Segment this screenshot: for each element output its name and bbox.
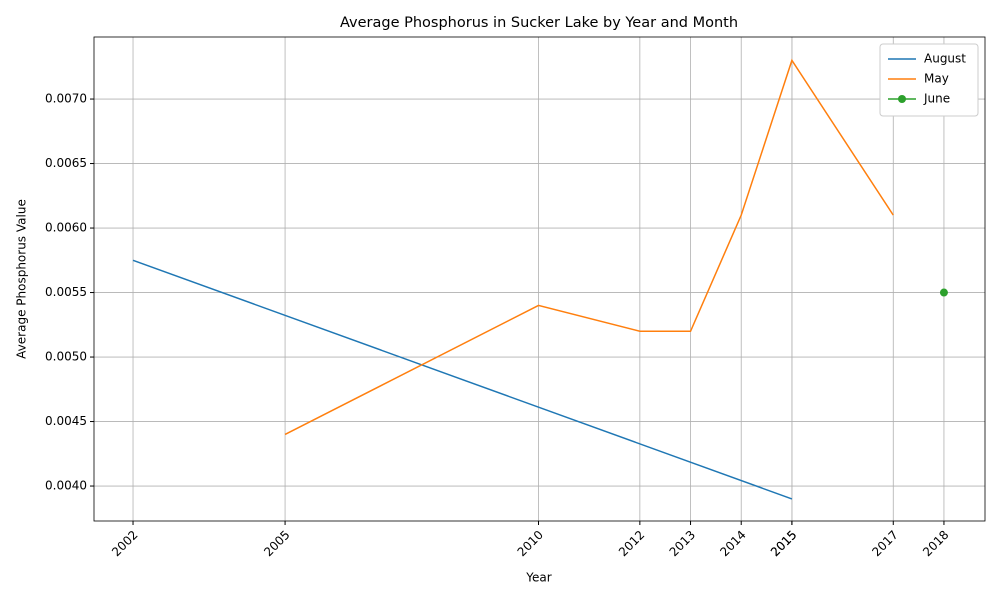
line: [132, 259, 793, 500]
legend-label: June: [923, 92, 950, 106]
y-tick-label: 0.0055: [45, 285, 87, 299]
x-axis-label: Year: [525, 571, 551, 585]
y-tick-label: 0.0060: [45, 221, 87, 235]
legend-marker: [898, 95, 906, 103]
y-tick-label: 0.0040: [45, 479, 87, 493]
y-tick-label: 0.0070: [45, 92, 87, 106]
y-tick-label: 0.0045: [45, 414, 87, 428]
y-tick-label: 0.0050: [45, 350, 87, 364]
line: [284, 58, 894, 436]
point: [939, 288, 948, 297]
plot-frame: [93, 36, 986, 522]
y-axis-label: Average Phosphorus Value: [15, 199, 29, 359]
legend-label: May: [924, 72, 949, 86]
chart-title: Average Phosphorus in Sucker Lake by Yea…: [340, 15, 738, 31]
legend-label: August: [924, 52, 966, 66]
y-tick-label: 0.0065: [45, 156, 87, 170]
